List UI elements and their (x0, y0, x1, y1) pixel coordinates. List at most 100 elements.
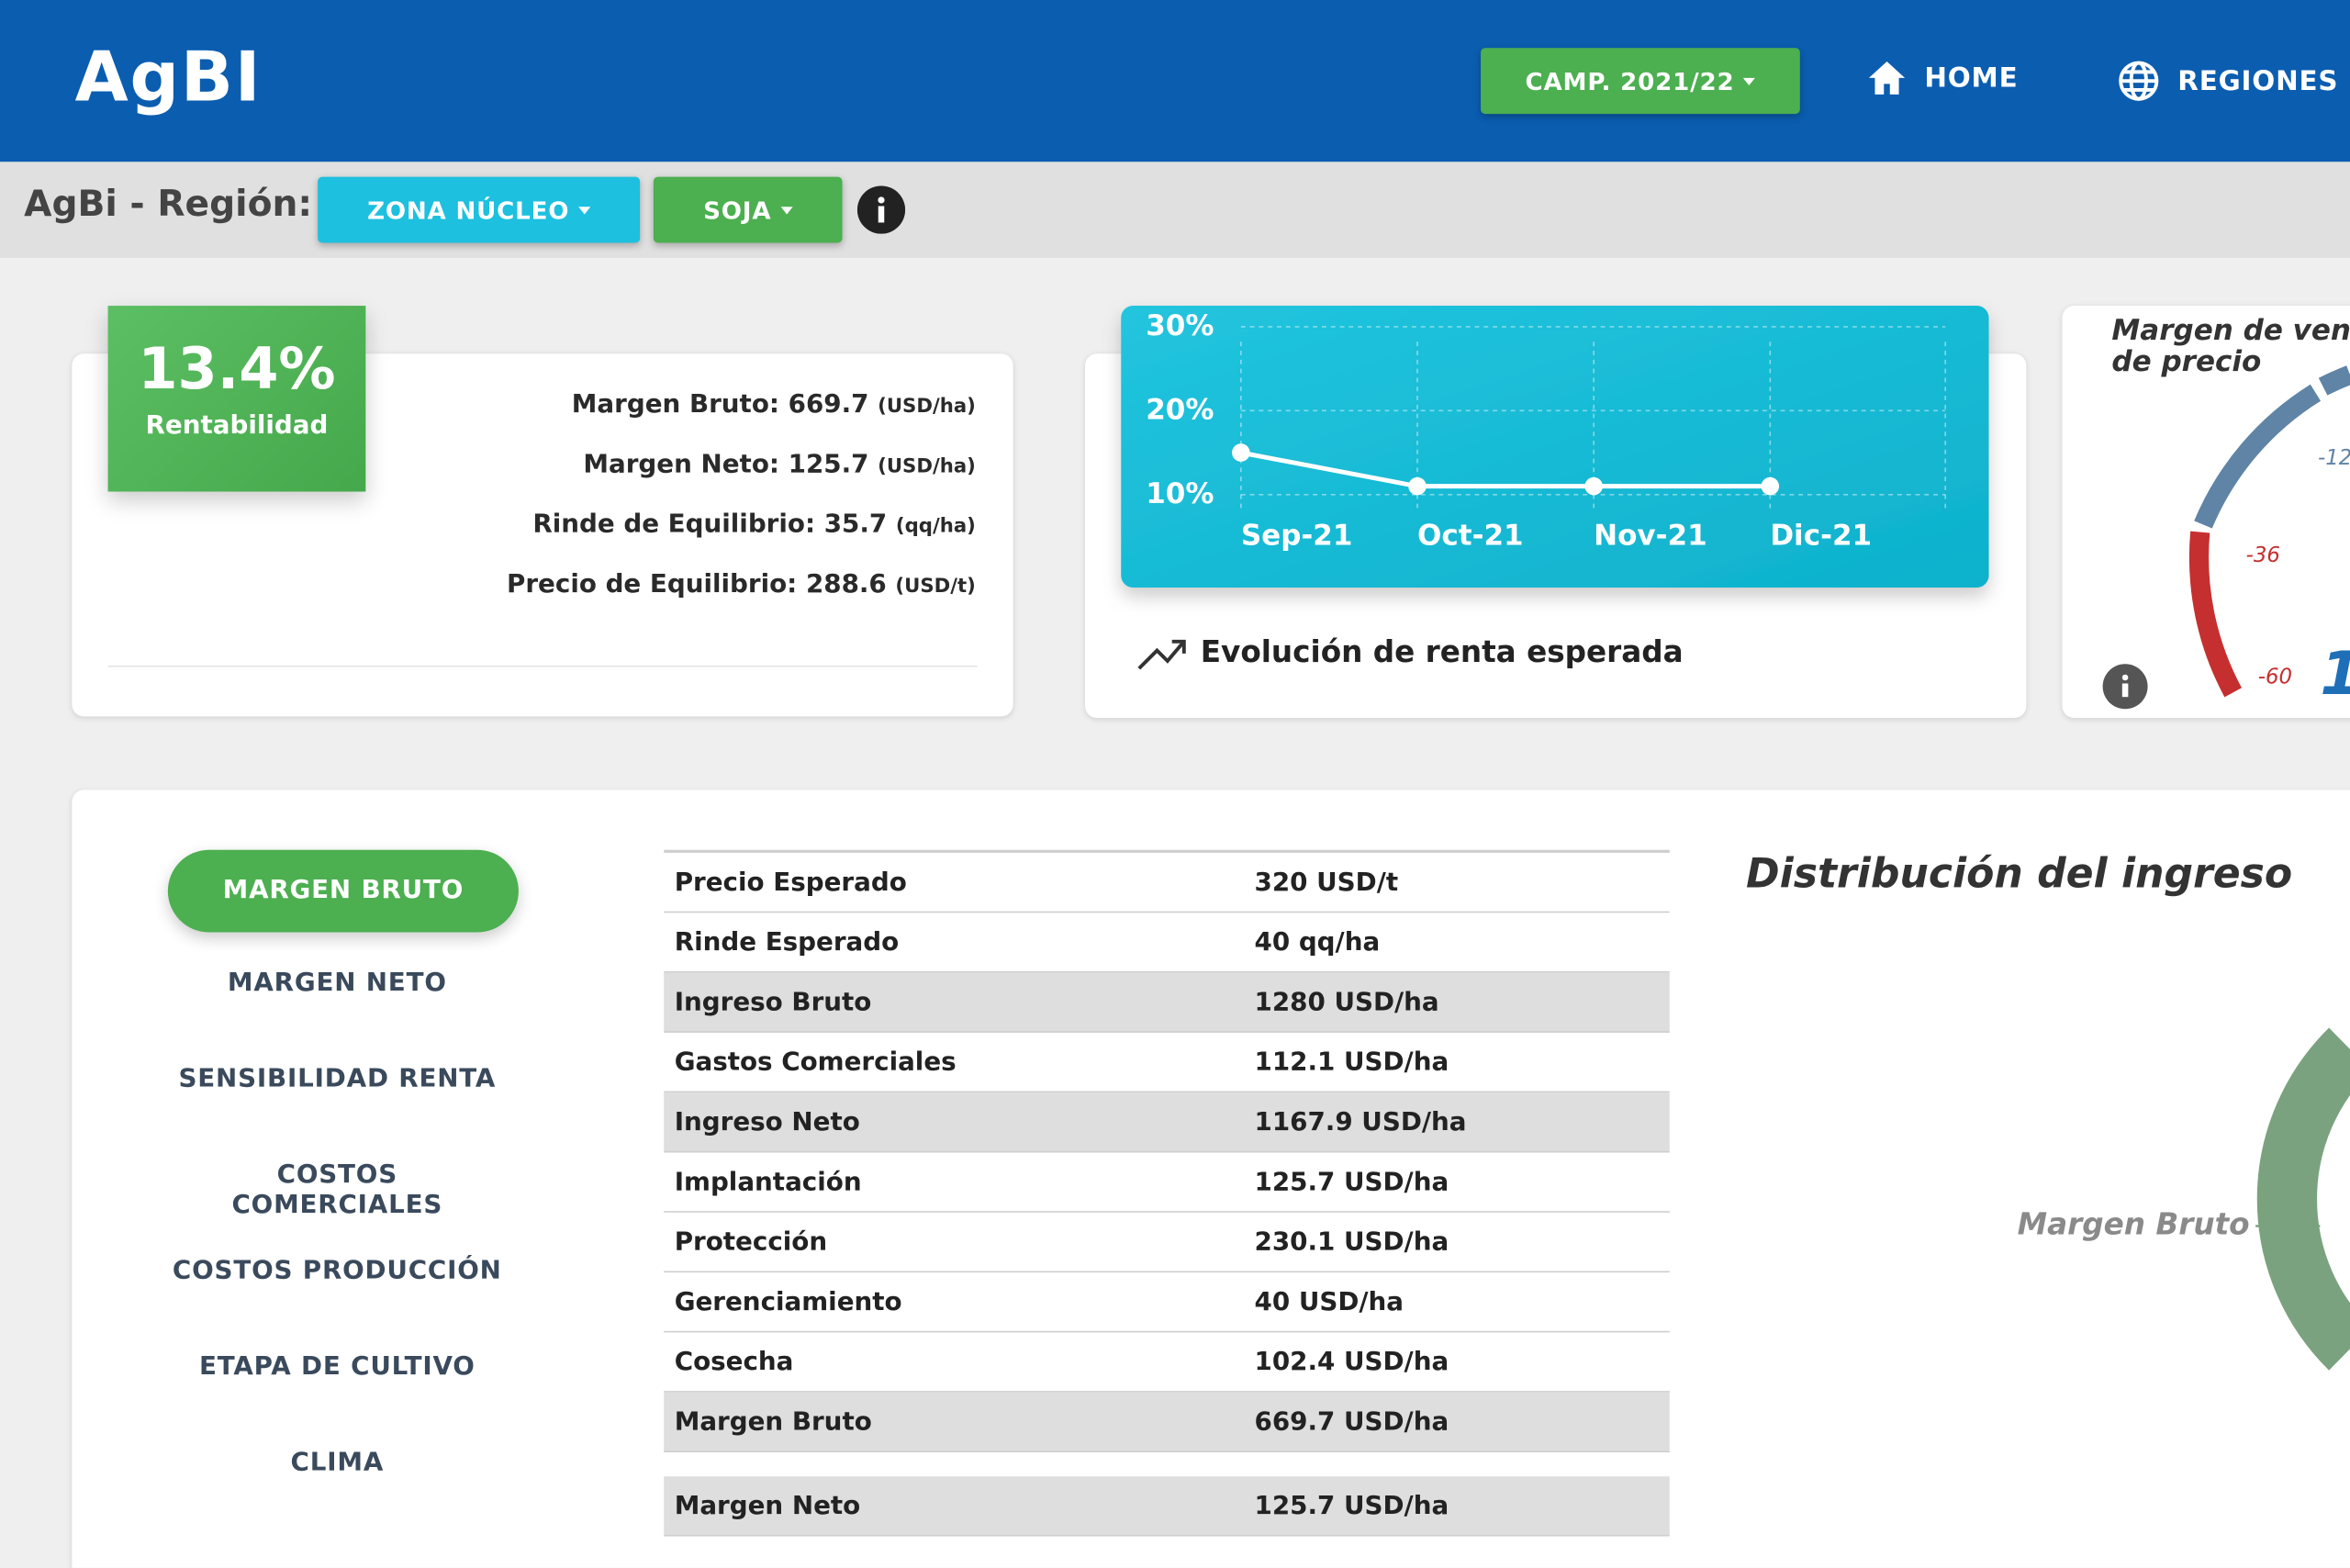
nav-regiones[interactable]: REGIONES (2118, 60, 2338, 102)
point (1584, 476, 1603, 496)
table-cell: 125.7 USD/ha (1254, 1167, 1449, 1198)
distribution-title: Distribución del ingreso (1746, 851, 2293, 898)
gauge-tick-label: -36 (2246, 543, 2280, 567)
table-cell: 40 USD/ha (1254, 1287, 1404, 1318)
table-cell: 1167.9 USD/ha (1254, 1107, 1467, 1138)
table-row: Precio Esperado 320 USD/t (664, 853, 1670, 913)
info-icon[interactable] (856, 185, 906, 234)
menu-item[interactable]: SENSIBILIDAD RENTA (178, 1064, 497, 1094)
menu-item[interactable]: MARGEN BRUTO (167, 849, 519, 933)
nav-home[interactable]: HOME (1867, 60, 2018, 95)
metric-label: Precio de Equilibrio: 288.6 (507, 569, 887, 600)
table-cell: Gerenciamiento (674, 1287, 902, 1318)
x-tick-label: Nov-21 (1594, 519, 1707, 552)
gauge-title: de precio (2111, 345, 2261, 378)
metric-unit: (USD/ha) (878, 455, 976, 478)
metric-label: Margen Bruto: 669.7 (571, 389, 869, 420)
table-cell: Rinde Esperado (674, 927, 900, 958)
menu-item[interactable]: MARGEN NETO (227, 968, 447, 999)
globe-icon (2119, 61, 2159, 101)
metric-row: Precio de Equilibrio: 288.6 (USD/t) (507, 569, 976, 599)
table-cell: Cosecha (674, 1347, 794, 1378)
logo[interactable]: AgBI (74, 36, 263, 118)
table-cell: Implantación (674, 1167, 862, 1198)
kpi-value: 13.4% (138, 335, 336, 402)
header-bar (0, 0, 2350, 162)
metric-row: Margen Bruto: 669.7 (USD/ha) (572, 389, 976, 420)
menu-item[interactable]: COSTOS COMERCIALES (231, 1159, 443, 1220)
trend-icon (1137, 639, 1186, 670)
menu-item[interactable]: CLIMA (290, 1448, 385, 1478)
table-row: Margen Neto 125.7 USD/ha (664, 1476, 1670, 1537)
y-tick-label: 10% (1146, 477, 1214, 510)
table-cell: Ingreso Bruto (674, 987, 872, 1018)
region-label: AgBi - Región: (24, 183, 313, 225)
menu-item[interactable]: ETAPA DE CULTIVO (198, 1351, 476, 1383)
zone-select[interactable]: ZONA NÚCLEO (318, 176, 641, 243)
table-cell: 112.1 USD/ha (1254, 1047, 1449, 1078)
kpi-label: Rentabilidad (145, 410, 329, 441)
x-tick-label: Sep-21 (1241, 519, 1353, 552)
nav-label: REGIONES (2177, 65, 2339, 97)
table-top (664, 849, 1670, 853)
menu-item[interactable]: COSTOS PRODUCCIÓN (172, 1256, 502, 1286)
table-row: Protección 230.1 USD/ha (664, 1213, 1670, 1273)
y-tick-label: 30% (1146, 309, 1214, 342)
gauge-title: Margen de vent (2111, 314, 2350, 347)
y-tick-label: 20% (1146, 393, 1214, 426)
metric-row: Margen Neto: 125.7 (USD/ha) (583, 450, 975, 480)
metric-label: Margen Neto: 125.7 (583, 449, 869, 480)
gauge-blue (2318, 365, 2350, 396)
table-cell: 320 USD/t (1254, 868, 1399, 898)
gauge-red (2188, 531, 2243, 698)
gauge-tick-label: -60 (2258, 665, 2292, 689)
x-tick-label: Oct-21 (1417, 519, 1524, 552)
table-cell: Precio Esperado (674, 868, 907, 898)
metric-label: Rinde de Equilibrio: 35.7 (532, 510, 888, 540)
table-row: Gerenciamiento 40 USD/ha (664, 1272, 1670, 1333)
table-cell: 669.7 USD/ha (1254, 1407, 1449, 1438)
campaign-button[interactable]: CAMP. 2021/22 (1481, 48, 1800, 115)
table-cell: Ingreso Neto (674, 1107, 860, 1138)
info-bar (2121, 683, 2129, 698)
table-row: Implantación 125.7 USD/ha (664, 1153, 1670, 1213)
table-row: Cosecha 102.4 USD/ha (664, 1332, 1670, 1393)
gauge-value: 1. (2320, 639, 2350, 709)
table-row: Ingreso Neto 1167.9 USD/ha (664, 1092, 1670, 1153)
table-cell: Margen Bruto (674, 1407, 872, 1438)
divider (107, 665, 978, 667)
metric-unit: (qq/ha) (895, 515, 976, 539)
pie-label: Margen Bruto (2018, 1207, 2250, 1242)
pie-slice (2256, 1027, 2350, 1371)
metric-unit: (USD/t) (895, 575, 976, 599)
chart-panel (1121, 306, 1989, 588)
metric-row: Rinde de Equilibrio: 35.7 (qq/ha) (532, 510, 976, 540)
metric-unit: (USD/ha) (878, 396, 976, 419)
line (1240, 450, 1771, 489)
chart-caption: Evolución de renta esperada (1201, 634, 1684, 669)
table-cell: Gastos Comerciales (674, 1047, 957, 1078)
home-icon (1868, 61, 1906, 95)
crop-select[interactable]: SOJA (653, 176, 843, 243)
table-row: Gastos Comerciales 112.1 USD/ha (664, 1033, 1670, 1093)
table-row: Rinde Esperado 40 qq/ha (664, 913, 1670, 973)
info-dot (2121, 674, 2129, 681)
table-cell: 125.7 USD/ha (1254, 1491, 1449, 1522)
gauge-blue (2194, 384, 2322, 529)
gauge-tick-label: -12 (2318, 446, 2350, 470)
point (1232, 443, 1250, 462)
table-cell: 102.4 USD/ha (1254, 1347, 1449, 1378)
table-cell: Margen Neto (674, 1491, 861, 1522)
point (1408, 476, 1427, 496)
table-cell: Protección (674, 1227, 828, 1258)
table-row: Ingreso Bruto 1280 USD/ha (664, 972, 1670, 1033)
x-tick-label: Dic-21 (1770, 519, 1872, 552)
table-cell: 230.1 USD/ha (1254, 1227, 1449, 1258)
nav-label: HOME (1924, 62, 2019, 95)
table-cell: 1280 USD/ha (1254, 987, 1439, 1018)
kpi-box: 13.4% Rentabilidad (107, 306, 366, 492)
